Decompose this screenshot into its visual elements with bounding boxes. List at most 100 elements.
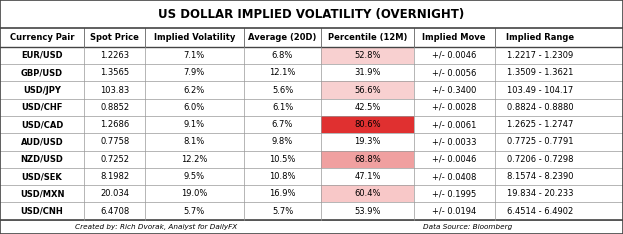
Bar — [84, 99, 145, 116]
Text: 103.83: 103.83 — [100, 86, 129, 95]
Text: 12.2%: 12.2% — [181, 155, 207, 164]
Bar — [145, 64, 244, 81]
Text: 19.0%: 19.0% — [181, 189, 207, 198]
Bar — [0, 220, 623, 234]
Bar — [321, 150, 414, 168]
Text: 7.9%: 7.9% — [184, 68, 205, 77]
Text: 68.8%: 68.8% — [354, 155, 381, 164]
Bar — [244, 133, 321, 150]
Bar — [145, 150, 244, 168]
Bar — [244, 99, 321, 116]
Text: 0.7758: 0.7758 — [100, 137, 129, 146]
Text: 0.7206 - 0.7298: 0.7206 - 0.7298 — [507, 155, 573, 164]
Bar — [244, 185, 321, 202]
Bar — [414, 168, 495, 185]
Bar — [84, 116, 145, 133]
Text: +/- 0.0408: +/- 0.0408 — [432, 172, 477, 181]
Bar — [84, 133, 145, 150]
Text: 1.2217 - 1.2309: 1.2217 - 1.2309 — [507, 51, 573, 60]
Bar — [0, 202, 84, 220]
Bar — [321, 116, 414, 133]
Bar — [244, 47, 321, 64]
Bar — [414, 133, 495, 150]
Bar — [84, 47, 145, 64]
Text: 53.9%: 53.9% — [354, 207, 381, 216]
Text: 1.2263: 1.2263 — [100, 51, 129, 60]
Bar — [495, 64, 586, 81]
Text: 5.7%: 5.7% — [184, 207, 205, 216]
Bar — [321, 64, 414, 81]
Text: US DOLLAR IMPLIED VOLATILITY (OVERNIGHT): US DOLLAR IMPLIED VOLATILITY (OVERNIGHT) — [158, 8, 465, 21]
Bar — [495, 150, 586, 168]
Bar — [84, 150, 145, 168]
Bar — [414, 47, 495, 64]
Bar — [244, 168, 321, 185]
Text: +/- 0.0046: +/- 0.0046 — [432, 155, 477, 164]
Bar — [0, 133, 84, 150]
Text: 16.9%: 16.9% — [269, 189, 296, 198]
Text: 6.4708: 6.4708 — [100, 207, 129, 216]
Text: Average (20D): Average (20D) — [249, 33, 316, 42]
Bar — [84, 202, 145, 220]
Text: +/- 0.0194: +/- 0.0194 — [432, 207, 477, 216]
Bar — [414, 99, 495, 116]
Text: 52.8%: 52.8% — [354, 51, 381, 60]
Bar — [145, 81, 244, 99]
Bar — [84, 64, 145, 81]
Text: 6.2%: 6.2% — [184, 86, 205, 95]
Text: +/- 0.3400: +/- 0.3400 — [432, 86, 477, 95]
Bar — [84, 185, 145, 202]
Bar — [0, 150, 84, 168]
Text: Spot Price: Spot Price — [90, 33, 139, 42]
Text: +/- 0.1995: +/- 0.1995 — [432, 189, 477, 198]
Text: +/- 0.0046: +/- 0.0046 — [432, 51, 477, 60]
Bar — [0, 47, 84, 64]
Text: 6.0%: 6.0% — [184, 103, 205, 112]
Bar — [414, 150, 495, 168]
Bar — [495, 133, 586, 150]
Text: 10.5%: 10.5% — [269, 155, 296, 164]
Text: 103.49 - 104.17: 103.49 - 104.17 — [507, 86, 573, 95]
Bar — [145, 116, 244, 133]
Text: NZD/USD: NZD/USD — [21, 155, 64, 164]
Text: 10.8%: 10.8% — [269, 172, 296, 181]
Text: 6.7%: 6.7% — [272, 120, 293, 129]
Text: 6.4514 - 6.4902: 6.4514 - 6.4902 — [507, 207, 573, 216]
Bar — [145, 47, 244, 64]
Text: 9.5%: 9.5% — [184, 172, 205, 181]
Bar — [145, 133, 244, 150]
Text: 42.5%: 42.5% — [354, 103, 381, 112]
Text: Currency Pair: Currency Pair — [10, 33, 74, 42]
Text: 1.2686: 1.2686 — [100, 120, 129, 129]
Bar — [84, 81, 145, 99]
Text: Implied Range: Implied Range — [506, 33, 574, 42]
Text: 8.1574 - 8.2390: 8.1574 - 8.2390 — [507, 172, 573, 181]
Text: 7.1%: 7.1% — [184, 51, 205, 60]
Text: 8.1982: 8.1982 — [100, 172, 129, 181]
Bar — [0, 0, 623, 29]
Bar — [495, 168, 586, 185]
Text: USD/CNH: USD/CNH — [21, 207, 64, 216]
Text: USD/SEK: USD/SEK — [22, 172, 62, 181]
Text: +/- 0.0033: +/- 0.0033 — [432, 137, 477, 146]
Bar — [321, 81, 414, 99]
Bar — [414, 185, 495, 202]
Bar — [0, 99, 84, 116]
Text: +/- 0.0028: +/- 0.0028 — [432, 103, 477, 112]
Bar — [0, 168, 84, 185]
Text: AUD/USD: AUD/USD — [21, 137, 64, 146]
Text: Data Source: Bloomberg: Data Source: Bloomberg — [422, 224, 512, 230]
Text: 5.7%: 5.7% — [272, 207, 293, 216]
Text: Percentile (12M): Percentile (12M) — [328, 33, 407, 42]
Bar — [0, 185, 84, 202]
Bar — [414, 64, 495, 81]
Text: 47.1%: 47.1% — [354, 172, 381, 181]
Text: 0.7725 - 0.7791: 0.7725 - 0.7791 — [507, 137, 573, 146]
Bar — [414, 116, 495, 133]
Text: 12.1%: 12.1% — [269, 68, 296, 77]
Text: 1.3565: 1.3565 — [100, 68, 129, 77]
Bar — [495, 99, 586, 116]
Text: 60.4%: 60.4% — [354, 189, 381, 198]
Bar — [145, 185, 244, 202]
Bar — [321, 99, 414, 116]
